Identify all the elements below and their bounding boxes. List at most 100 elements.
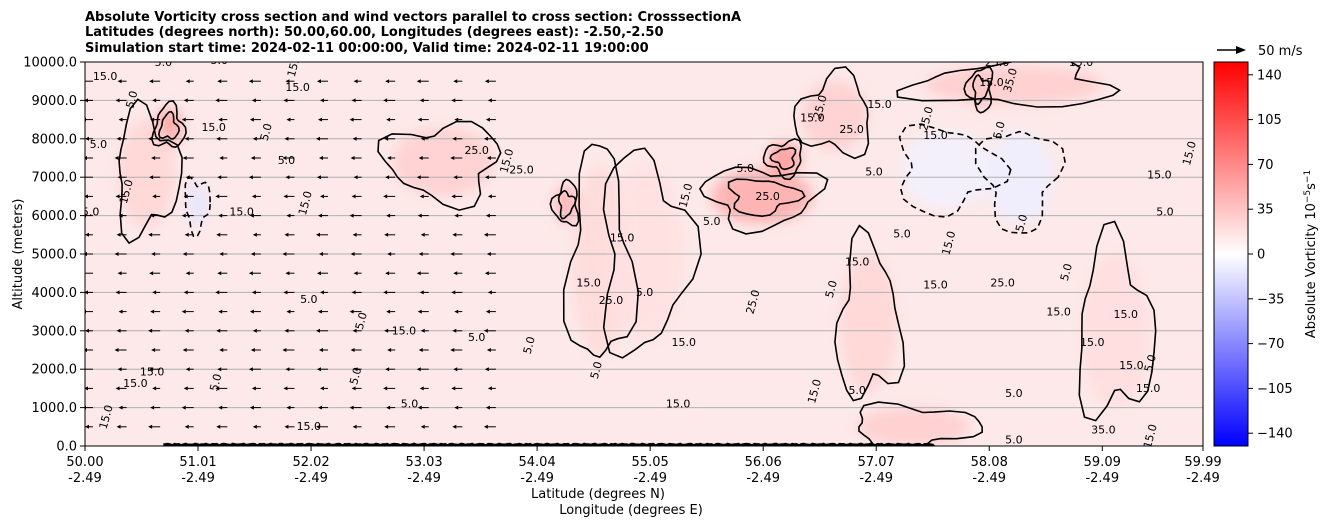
wind-vector-head [387, 156, 392, 160]
wind-vector-head [454, 213, 459, 218]
x-tick-label-longitude: -2.49 [294, 471, 328, 486]
surface-contour-mass [163, 442, 936, 446]
y-tick-label: 5000.0 [32, 248, 78, 263]
contour-label: 5.0 [82, 206, 100, 219]
contour-label: 15.0 [676, 182, 695, 209]
wind-vector-head [452, 232, 457, 237]
wind-vector-head [282, 252, 287, 256]
wind-vector-head [249, 309, 254, 314]
wind-vector-head [219, 156, 224, 160]
wind-vector-head [148, 232, 153, 237]
contour-label: 5.0 [703, 215, 721, 228]
wind-vector-head [282, 156, 287, 160]
wind-vector-head [386, 309, 391, 314]
x-tick-label-latitude: 56.06 [745, 455, 782, 470]
wind-vector-head [385, 271, 390, 276]
wind-vectors [85, 79, 496, 429]
wind-vector-head [485, 405, 490, 410]
contour-label: 5.0 [893, 227, 911, 240]
wind-vector-head [383, 194, 388, 199]
wind-vector-head [319, 156, 324, 160]
wind-vector-head [284, 328, 289, 333]
wind-vector-head [218, 213, 223, 218]
colorbar-tick-label: −105 [1257, 382, 1293, 397]
contour-label: 15.0 [666, 398, 691, 411]
wind-vector-head [420, 136, 425, 141]
wind-vector-head [418, 156, 423, 160]
colorbar-tick-label: −35 [1257, 292, 1284, 307]
wind-vector-head [252, 232, 257, 237]
colorbar-tick-label: 105 [1257, 113, 1282, 128]
wind-vector-head [351, 98, 356, 103]
colorbar-label-unit: s [1304, 183, 1319, 190]
wind-vector-head [285, 367, 290, 372]
wind-vector-head [483, 232, 488, 237]
wind-vector-head [486, 156, 491, 160]
wind-vector-head [316, 232, 321, 237]
x-tick-label-longitude: -2.49 [181, 471, 215, 486]
quiver-key: 50 m/s [1217, 44, 1303, 59]
contour-label: 15.0 [229, 206, 254, 219]
contour-line [549, 178, 580, 227]
wind-vector-head [419, 290, 424, 295]
wind-vector-head [149, 367, 154, 372]
wind-vector-head [286, 309, 291, 314]
colorbar-tick-label: 35 [1257, 203, 1274, 218]
wind-vector-head [387, 348, 392, 352]
x-tick-label-latitude: 51.01 [179, 455, 216, 470]
title-line-2: Latitudes (degrees north): 50.00,60.00, … [85, 25, 664, 40]
wind-vector-head [283, 290, 288, 295]
contour-label: 5.0 [123, 89, 140, 109]
contour-label: 5.0 [737, 162, 755, 175]
wind-vector-head [386, 213, 391, 218]
wind-vector-head [250, 252, 255, 256]
quiver-key-label: 50 m/s [1258, 44, 1303, 59]
wind-vector-head [318, 117, 323, 122]
wind-vector-head [115, 290, 120, 295]
wind-vector-head [152, 290, 157, 295]
y-tick-label: 0.0 [56, 440, 77, 455]
contour-label: 15.0 [923, 279, 948, 292]
wind-vector-head [420, 328, 425, 333]
wind-vector-head [148, 328, 153, 333]
wind-vector-head [152, 194, 157, 199]
wind-vector-head [218, 309, 223, 314]
y-tick-label: 6000.0 [32, 209, 78, 224]
contour-label: 5.0 [1142, 353, 1159, 373]
colorbar-label-exponent: −5 [1303, 190, 1313, 203]
wind-vector-head [185, 367, 190, 372]
wind-vector-head [453, 79, 458, 84]
colorbar: 140 105 70 35 0 −35 −70 −105 −140 Absolute Vorti… [1213, 61, 1319, 447]
contour-label: 25.0 [811, 94, 830, 121]
contour-line [974, 130, 1067, 234]
wind-vector-head [117, 367, 122, 372]
wind-vector-head [451, 290, 456, 295]
vorticity-region [901, 131, 992, 208]
wind-vector-head [283, 98, 288, 103]
wind-vector-head [383, 98, 388, 103]
wind-vector-head [151, 156, 156, 160]
contour-line [793, 66, 870, 160]
vorticity-region [924, 65, 1104, 105]
x-axis-label-longitude: Longitude (degrees E) [559, 503, 703, 518]
contour-label: 15.0 [923, 129, 948, 142]
vorticity-region [392, 127, 494, 197]
wind-vector-head [215, 386, 220, 391]
contour-line [157, 110, 180, 140]
contour-label: 25.0 [509, 163, 534, 176]
contour-label: 25.0 [917, 105, 936, 132]
wind-vector-head [320, 98, 325, 103]
wind-vector-head [487, 290, 492, 295]
wind-vector-head [319, 348, 324, 352]
contour-label: 5.0 [300, 293, 318, 306]
x-axis-label-latitude: Latitude (degrees N) [531, 487, 665, 502]
wind-vector-head [383, 386, 388, 391]
wind-vector-head [215, 98, 220, 103]
wind-vector-head [249, 117, 254, 122]
wind-vector-head [252, 328, 257, 333]
wind-vector-head [483, 328, 488, 333]
x-tick-label-longitude: -2.49 [972, 471, 1006, 486]
wind-vector-head [117, 79, 122, 84]
contour-label: 25.0 [744, 288, 763, 315]
wind-vector-head [151, 348, 156, 352]
